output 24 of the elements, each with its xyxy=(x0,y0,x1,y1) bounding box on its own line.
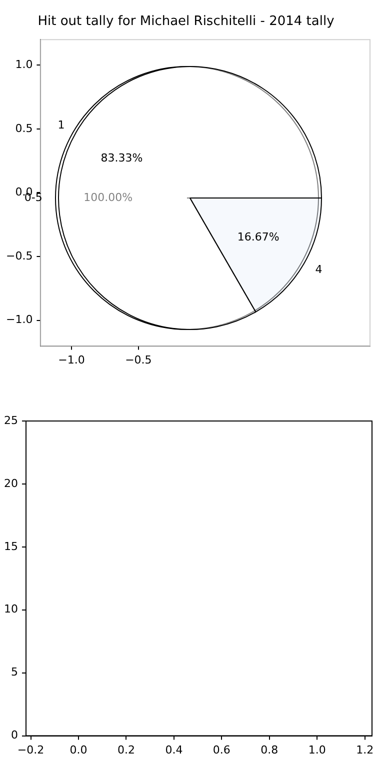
chart-title: Hit out tally for Michael Rischitelli - 2014 tally xyxy=(38,14,335,30)
x-tick-label: 0.8 xyxy=(260,743,278,756)
x-tick-label: 1.2 xyxy=(356,743,374,756)
y-tick-label: 5 xyxy=(10,666,18,679)
x-tick-label: 0.4 xyxy=(165,743,183,756)
data-label: 83.33% xyxy=(100,151,143,164)
y-tick-label: 20 xyxy=(4,476,18,490)
slice-label: 1 xyxy=(58,118,65,132)
x-tick-label: 0.2 xyxy=(117,743,135,756)
x-tick-label: 1.0 xyxy=(308,743,326,756)
y-tick-label: −1.0 xyxy=(6,313,33,326)
y-tick-label: 25 xyxy=(4,414,18,427)
data-label: 16.67% xyxy=(237,230,280,244)
slice-label: 4 xyxy=(315,263,322,276)
data-label: 100.00% xyxy=(84,190,133,204)
y-tick-label: −0.5 xyxy=(6,249,33,262)
y-tick-label: 0 xyxy=(10,728,18,742)
x-tick-label: −0.2 xyxy=(17,743,44,756)
y-tick-label: 0.5 xyxy=(15,122,33,135)
y-tick-label: 15 xyxy=(4,540,18,553)
y-tick-label: 10 xyxy=(4,602,18,616)
x-tick-label: 0.0 xyxy=(70,743,88,756)
y-tick-label: 1.0 xyxy=(15,58,33,71)
x-tick-label: 0.6 xyxy=(212,743,230,756)
